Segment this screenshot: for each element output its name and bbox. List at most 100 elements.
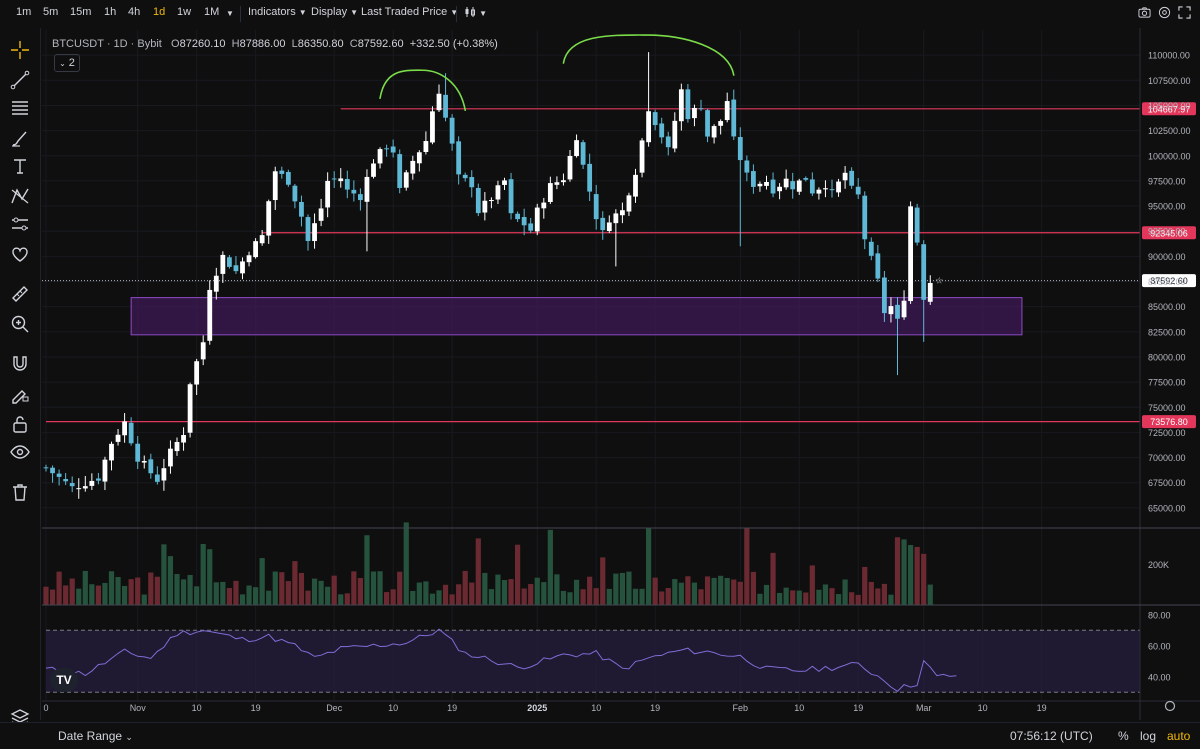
- interval-1h[interactable]: 1h: [104, 6, 117, 18]
- display-button[interactable]: Display ▼: [311, 6, 358, 18]
- volume-bar: [416, 582, 422, 605]
- candle-down: [50, 467, 55, 474]
- volume-bar: [894, 537, 901, 605]
- volume-bar: [279, 572, 285, 605]
- candle-down: [737, 137, 743, 161]
- brush-tool[interactable]: [0, 124, 40, 152]
- time-axis-tick-label: 19: [1037, 703, 1047, 713]
- fullscreen-icon[interactable]: [1178, 6, 1191, 22]
- candle-down: [128, 422, 134, 444]
- interval-1m[interactable]: 1m: [16, 6, 32, 18]
- interval-5m[interactable]: 5m: [43, 6, 59, 18]
- candle-up: [89, 480, 95, 486]
- symbol-name[interactable]: BTCUSDT: [52, 38, 104, 50]
- candle-up: [266, 201, 272, 236]
- price-axis-tick-label: 110000.00: [1148, 51, 1190, 61]
- candle-up: [410, 160, 416, 174]
- volume-bar: [613, 573, 619, 605]
- candle-down: [384, 148, 389, 150]
- volume-bar: [370, 571, 377, 605]
- zoom-tool[interactable]: [0, 310, 40, 338]
- candle-up: [606, 222, 612, 232]
- price-axis-tick-label: 72500.00: [1148, 428, 1186, 438]
- volume-bar: [49, 589, 56, 605]
- volume-bar: [888, 594, 894, 605]
- candle-up: [901, 300, 907, 318]
- close-label: C: [349, 38, 358, 50]
- volume-bar: [862, 566, 868, 605]
- interval-1w[interactable]: 1w: [177, 6, 192, 18]
- volume-bar: [744, 527, 750, 605]
- price-axis-tick-label: 100000.00: [1148, 151, 1191, 161]
- volume-bar: [285, 581, 291, 605]
- last-price-label: 87592.60: [1150, 276, 1188, 286]
- favorites-tool[interactable]: [0, 240, 40, 268]
- lock-tool[interactable]: [0, 410, 40, 438]
- volume-bar: [672, 579, 678, 605]
- delete-tool[interactable]: [0, 478, 40, 506]
- volume-bar: [652, 577, 658, 605]
- candle-down: [521, 217, 527, 226]
- collapse-indicators-button[interactable]: ⌄ 2: [54, 54, 80, 72]
- date-range-button[interactable]: Date Range ⌄: [58, 729, 133, 743]
- volume-bar: [475, 538, 481, 605]
- magnet-tool[interactable]: [0, 350, 40, 378]
- volume-bar: [108, 571, 115, 605]
- volume-bar: [194, 586, 200, 605]
- candle-up: [823, 188, 828, 190]
- volume-bar: [901, 539, 907, 605]
- chart-type-button[interactable]: ▼: [464, 6, 487, 19]
- utc-clock[interactable]: 07:56:12 (UTC): [1010, 729, 1093, 743]
- horizontal-lines-tool[interactable]: [0, 94, 40, 122]
- chevron-down-icon: ▼: [450, 8, 459, 17]
- interval-15m[interactable]: 15m: [70, 6, 92, 18]
- percent-toggle[interactable]: %: [1118, 729, 1129, 743]
- interval-1d[interactable]: 1d: [153, 6, 166, 18]
- price-line-label-bg: [1142, 415, 1196, 429]
- visibility-tool[interactable]: [0, 438, 40, 466]
- zoom-in-icon: [11, 315, 29, 333]
- chart-canvas[interactable]: 104667.97 92345.06 73576.80 87592.60 ☆ 11000…: [0, 0, 1200, 722]
- volume-bar: [573, 579, 580, 605]
- indicators-button[interactable]: Indicators ▼: [248, 6, 307, 18]
- projection-tool[interactable]: [0, 210, 40, 238]
- volume-bar: [220, 581, 226, 605]
- candle-down: [390, 146, 396, 153]
- candle-up: [325, 180, 331, 208]
- volume-bar: [554, 574, 560, 605]
- text-tool[interactable]: [0, 152, 40, 180]
- log-toggle[interactable]: log: [1140, 729, 1157, 743]
- camera-icon[interactable]: [1138, 6, 1151, 22]
- candle-down: [515, 213, 520, 220]
- volume-bar: [82, 570, 88, 605]
- volume-bar: [809, 565, 815, 605]
- volume-bar: [849, 592, 855, 605]
- candle-up: [416, 152, 422, 164]
- price-source-button[interactable]: Last Traded Price ▼: [361, 6, 458, 18]
- candle-down: [593, 194, 599, 220]
- candle-down: [227, 257, 232, 267]
- volume-bar: [456, 584, 462, 605]
- volume-bar: [403, 522, 409, 605]
- pattern-tool[interactable]: [0, 182, 40, 210]
- candle-up: [76, 488, 82, 490]
- candle-down: [449, 117, 455, 144]
- tradingview-logo[interactable]: TV: [50, 668, 78, 692]
- candle-down: [659, 123, 665, 138]
- candle-up: [141, 460, 147, 463]
- price-line-label: 73576.80: [1150, 417, 1188, 427]
- settings-gear-icon[interactable]: [1158, 6, 1171, 22]
- support-zone-rectangle: [130, 297, 1023, 336]
- more-intervals-chevron-icon[interactable]: ▼: [226, 9, 234, 18]
- interval-1m-month[interactable]: 1M: [204, 6, 220, 18]
- auto-toggle[interactable]: auto: [1167, 729, 1191, 743]
- volume-bar: [298, 572, 305, 605]
- trend-line-tool[interactable]: [0, 66, 40, 94]
- measure-tool[interactable]: [0, 280, 40, 308]
- candle-up: [181, 435, 186, 443]
- interval-4h[interactable]: 4h: [128, 6, 141, 18]
- candle-up: [377, 149, 383, 164]
- lock-draw-tool[interactable]: [0, 380, 40, 408]
- crosshair-tool[interactable]: [0, 36, 40, 64]
- candle-down: [135, 443, 141, 462]
